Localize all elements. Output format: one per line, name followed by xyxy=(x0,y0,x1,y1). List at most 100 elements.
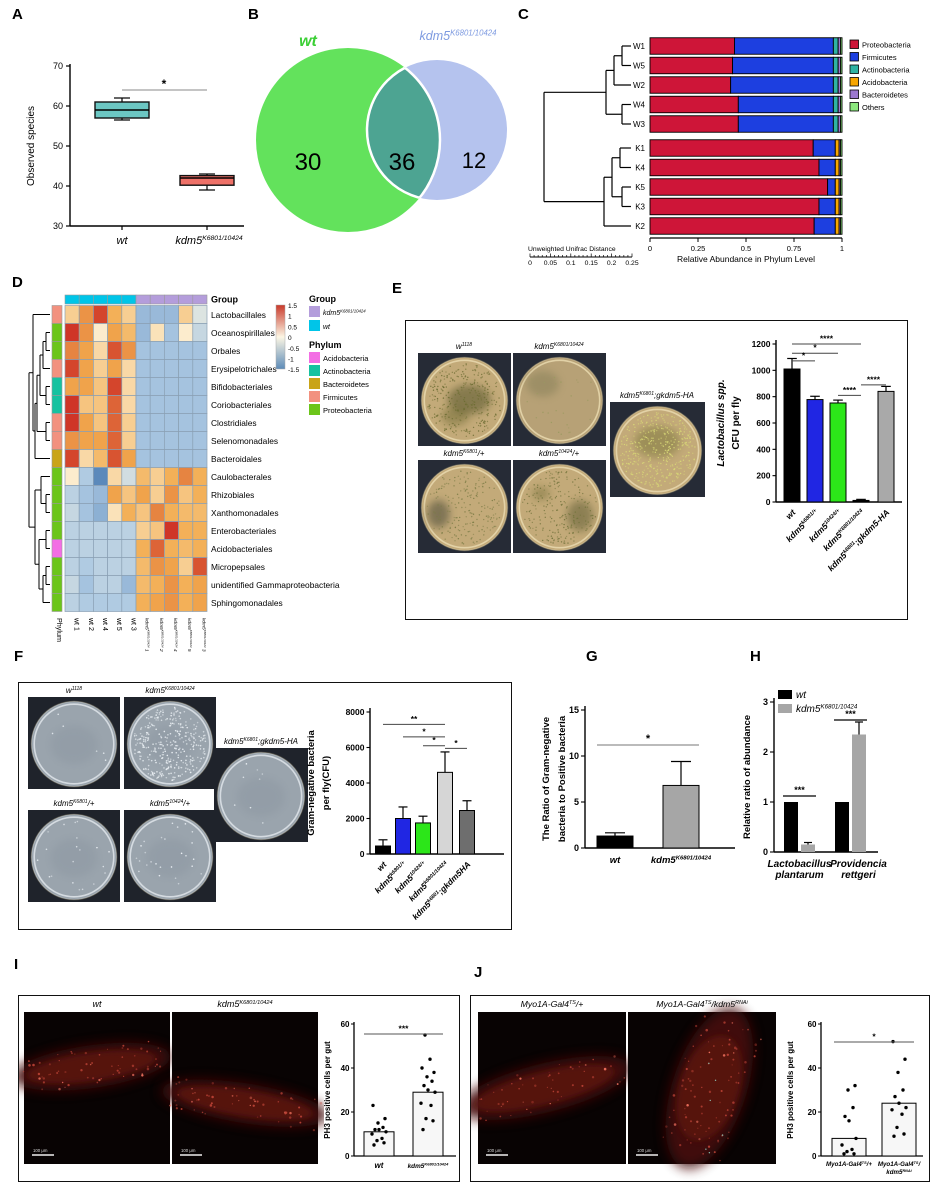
heatmap-cell xyxy=(135,593,151,612)
heatmap-cell xyxy=(192,557,208,576)
data-point xyxy=(900,1112,904,1116)
x-category-label: Providencia xyxy=(830,859,887,870)
heatmap-cell xyxy=(121,539,137,558)
heatmap-cell xyxy=(121,431,137,450)
y-tick-label: 6000 xyxy=(346,743,365,753)
heatmap-cell xyxy=(64,467,80,486)
panel-i-microscopy-images: 100 μm 100 μm wt kdm5K6801/10424 xyxy=(19,999,324,1164)
stacked-bar-W2 xyxy=(649,76,843,94)
bar xyxy=(783,368,801,503)
y-tick-label: 5 xyxy=(574,797,579,807)
panel-label-a: A xyxy=(12,6,23,23)
heatmap-cell xyxy=(192,395,208,414)
heatmap-cell xyxy=(192,521,208,540)
heatmap-cell xyxy=(135,449,151,468)
heatmap-cell xyxy=(78,575,94,594)
heatmap-cell xyxy=(107,449,123,468)
heatmap-cell xyxy=(78,341,94,360)
panel-f-bar-chart: 0 2000 4000 6000 8000 Gram-negative bacteria p… xyxy=(306,707,504,922)
column-label: wt 5 xyxy=(115,617,122,631)
heatmap-cell xyxy=(107,575,123,594)
panel-label-f: F xyxy=(14,648,24,665)
heatmap-cell xyxy=(64,305,80,324)
heatmap-cell xyxy=(121,485,137,504)
phylum-annotation-cell xyxy=(51,593,63,612)
colorbar-tick-label: 0.5 xyxy=(288,324,297,331)
dendrogram-tick-label: 0.25 xyxy=(625,260,638,267)
x-tick-label: wt xyxy=(117,235,129,247)
stacked-bar-W4 xyxy=(649,95,843,114)
heatmap-cell xyxy=(164,575,179,594)
heatmap-cell xyxy=(164,305,179,324)
data-point xyxy=(840,1143,844,1147)
heatmap-cell xyxy=(149,395,165,414)
row-label: Xanthomonadales xyxy=(211,508,279,518)
image-label: Myo1A-Gal4TS/kdm5RNAi xyxy=(656,999,748,1009)
heatmap-cell xyxy=(64,413,80,432)
row-label: Bifidobacteriales xyxy=(211,382,272,392)
data-point xyxy=(420,1066,424,1070)
phylum-legend-swatch xyxy=(309,365,320,376)
phylum-annotation-cell xyxy=(51,449,63,468)
panel-e-bar-chart: 0 200 400 600 800 1000 1200 Lactobacillus spp. C… xyxy=(716,334,902,573)
phylum-legend-label: Proteobacteria xyxy=(323,406,373,415)
significance-star: * xyxy=(813,343,817,353)
data-point xyxy=(433,1090,437,1094)
bar-chart: 0 200 400 600 800 1000 1200 Lactobacillus spp. C… xyxy=(716,334,902,573)
y-tick-label: 70 xyxy=(53,61,63,71)
fluorescence-gut-image: 100 μm xyxy=(628,1007,776,1169)
heatmap-cell xyxy=(149,539,165,558)
heatmap-cell xyxy=(64,377,80,396)
stacked-bar-W1 xyxy=(649,37,843,55)
data-point xyxy=(851,1105,855,1110)
heatmap-cell xyxy=(121,323,137,342)
bar xyxy=(829,402,847,503)
heatmap-cell xyxy=(107,539,123,558)
heatmap-cell xyxy=(192,305,208,324)
venn-count-overlap: 36 xyxy=(389,149,416,176)
y-tick-label: 20 xyxy=(808,1108,817,1117)
heatmap-cell xyxy=(93,503,108,522)
heatmap-cell xyxy=(107,467,123,486)
heatmap-cell xyxy=(64,323,80,342)
panel-j-microscopy-images: 100 μm 100 μm Myo1A-Gal4TS/+ Myo1A-Gal4TS/k… xyxy=(471,999,776,1169)
heatmap-cell xyxy=(164,503,179,522)
fluorescence-gut-image: 100 μm xyxy=(161,1012,324,1164)
heatmap-cell xyxy=(164,431,179,450)
heatmap-cell xyxy=(192,431,208,450)
heatmap-cell xyxy=(93,557,108,576)
heatmap-cell xyxy=(64,557,80,576)
petri-dish-photo xyxy=(610,402,705,497)
heatmap-cell xyxy=(178,323,194,342)
heatmap-cell xyxy=(93,467,108,486)
sample-label: W3 xyxy=(633,120,646,129)
phylum-legend-swatch xyxy=(309,404,320,415)
dish-label: kdm5K6801/10424 xyxy=(534,342,584,351)
significance-star: * xyxy=(802,350,806,360)
y-tick-label: 40 xyxy=(808,1064,817,1073)
heatmap-cell xyxy=(192,359,208,378)
y-tick-label: 800 xyxy=(756,392,770,402)
group-annotation-cell xyxy=(164,294,179,305)
y-tick-label: 0 xyxy=(763,847,768,857)
stacked-bar-K2 xyxy=(649,217,843,235)
heatmap-cell xyxy=(149,341,165,360)
phylum-annotation-cell xyxy=(51,323,63,342)
panel-h-grouped-bar-chart: 0 1 2 3 Relative ratio of abundance wt kdm5K68… xyxy=(742,690,887,881)
heatmap-cell xyxy=(121,377,137,396)
significance-star: **** xyxy=(820,334,834,344)
heatmap-cell xyxy=(64,593,80,612)
significance-star: * xyxy=(646,733,651,745)
y-tick-label: 8000 xyxy=(346,707,365,717)
y-axis-label: Lactobacillus spp. xyxy=(716,379,727,466)
dendrogram-tick-label: 0 xyxy=(528,260,532,267)
dish-label: kdm5K6801/+ xyxy=(54,799,95,808)
box-0 xyxy=(94,97,150,121)
column-label: kdm5K6801/10424 4 xyxy=(172,618,179,652)
heatmap-cell xyxy=(178,395,194,414)
heatmap-cell xyxy=(93,449,108,468)
heatmap-cell xyxy=(64,521,80,540)
heatmap-cell xyxy=(78,413,94,432)
phylum-legend-swatch xyxy=(309,352,320,363)
heatmap-cell xyxy=(135,575,151,594)
